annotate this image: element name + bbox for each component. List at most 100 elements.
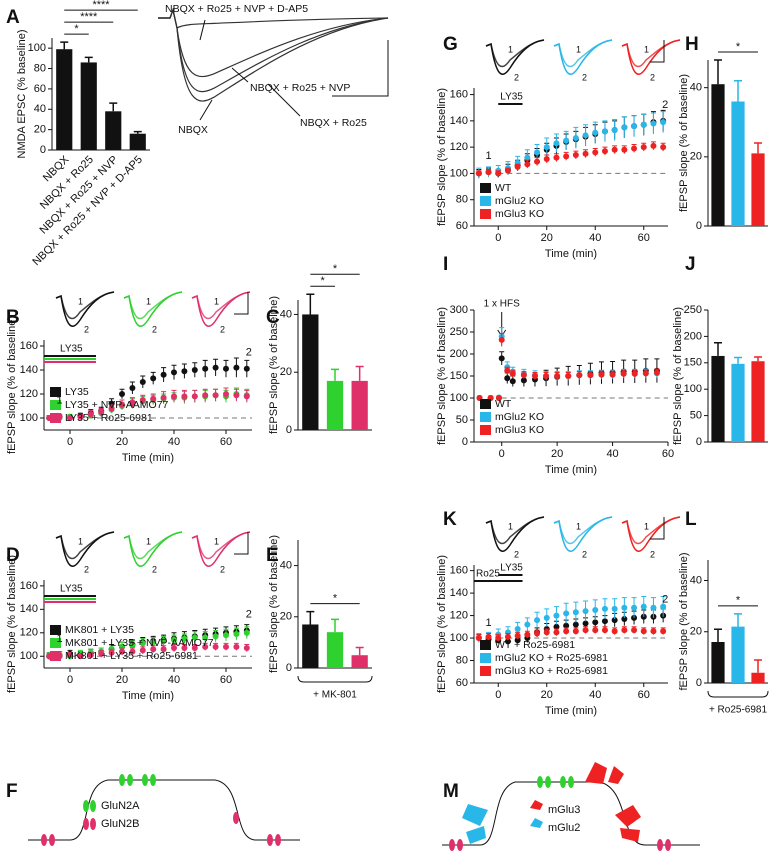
data-point [475, 635, 482, 642]
data-point [139, 640, 146, 647]
y-tick-label: 40 [690, 82, 702, 94]
error-bar [355, 365, 364, 381]
data-point [601, 618, 608, 625]
data-point [160, 646, 167, 653]
trace-label: 2 [152, 564, 157, 574]
bar [302, 314, 319, 430]
data-point [660, 603, 667, 610]
trace-label: 1 [78, 536, 83, 546]
data-point [150, 639, 157, 646]
data-point [171, 393, 177, 400]
data-point [495, 395, 502, 401]
drug-label: LY35 [500, 563, 523, 574]
error-bar [714, 341, 722, 356]
scale-bar [234, 292, 249, 315]
data-point [660, 119, 667, 126]
y-tick-label: 40 [34, 103, 46, 115]
trace-label: 1 [485, 150, 491, 162]
data-point [504, 167, 511, 174]
data-point [563, 622, 570, 629]
data-point [139, 647, 146, 654]
x-tick-label: 0 [495, 689, 501, 701]
trace-label: 1 [508, 521, 513, 531]
data-point [171, 645, 177, 652]
x-tick-label: 0 [499, 448, 505, 460]
data-point [233, 392, 240, 399]
data-point [139, 379, 146, 385]
legend-swatch [50, 387, 61, 397]
data-point [609, 371, 616, 378]
data-point [524, 621, 531, 628]
significance-label: * [333, 593, 338, 605]
trace-label: 2 [582, 72, 587, 82]
significance-label: * [736, 41, 741, 53]
legend-label: mGlu3 KO [495, 208, 544, 220]
error-bar [133, 130, 142, 134]
error-bar [734, 356, 742, 364]
x-tick-label: 0 [67, 436, 73, 448]
data-point [191, 393, 198, 400]
x-tick-label: 60 [220, 674, 232, 686]
data-point [504, 638, 511, 645]
data-point [160, 371, 167, 378]
y-tick-label: 80 [456, 654, 468, 666]
data-point [601, 128, 608, 135]
data-point [631, 145, 638, 152]
trace-label: 2 [650, 549, 655, 559]
legend-swatch [480, 399, 491, 409]
trace-label: 2 [246, 608, 252, 620]
trace-label: 2 [662, 99, 668, 111]
data-point [223, 365, 229, 372]
x-tick-label: 0 [495, 232, 501, 244]
data-point [611, 127, 618, 134]
trace-pointer [267, 83, 301, 117]
significance-label: **** [80, 11, 98, 23]
trace-label: 2 [650, 72, 655, 82]
legend-label: WT + Ro25-6981 [495, 639, 575, 651]
legend-icon [530, 818, 543, 828]
data-point [653, 369, 660, 376]
example-trace [55, 531, 115, 567]
data-point [620, 370, 627, 377]
data-point [243, 365, 250, 372]
y-tick-label: 0 [696, 220, 702, 232]
y-tick-label: 140 [20, 364, 38, 376]
y-axis-label: fEPSP slope (% of baseline) [678, 74, 690, 212]
y-axis-label: NMDA EPSC (% baseline) [16, 30, 28, 159]
y-tick-label: 0 [462, 436, 468, 448]
data-point [139, 397, 146, 403]
error-bar [754, 659, 762, 673]
trace-label: 1 [214, 536, 219, 546]
example-trace [485, 39, 545, 75]
x-axis-label: Time (min) [545, 248, 597, 260]
legend-label: mGlu2 KO + Ro25-6981 [495, 652, 608, 664]
legend-label: mGlu2 KO [495, 411, 544, 423]
y-tick-label: 100 [450, 167, 468, 179]
data-point [553, 623, 560, 630]
data-point [150, 646, 157, 653]
legend-label: mGlu3 KO [495, 424, 544, 436]
data-point [592, 627, 599, 634]
bar [731, 363, 745, 442]
data-point [87, 652, 94, 659]
data-point [514, 163, 521, 170]
data-point [592, 619, 599, 626]
scale-bar [234, 532, 249, 555]
data-point [565, 373, 572, 379]
data-point [534, 617, 541, 624]
y-tick-label: 0 [286, 424, 292, 436]
significance-label: * [321, 275, 326, 287]
data-point [129, 642, 136, 649]
diagram-m: mGlu3 mGlu2 [442, 762, 700, 851]
panel-letter: C [266, 307, 280, 328]
data-point [202, 643, 209, 650]
data-point [611, 605, 618, 612]
legend-swatch [50, 400, 61, 410]
data-point [212, 364, 219, 371]
legend-swatch [50, 651, 61, 661]
data-point [587, 372, 594, 379]
y-tick-label: 160 [450, 565, 468, 577]
error-bar [734, 80, 742, 102]
bar [731, 101, 745, 226]
legend-swatch [50, 413, 61, 423]
